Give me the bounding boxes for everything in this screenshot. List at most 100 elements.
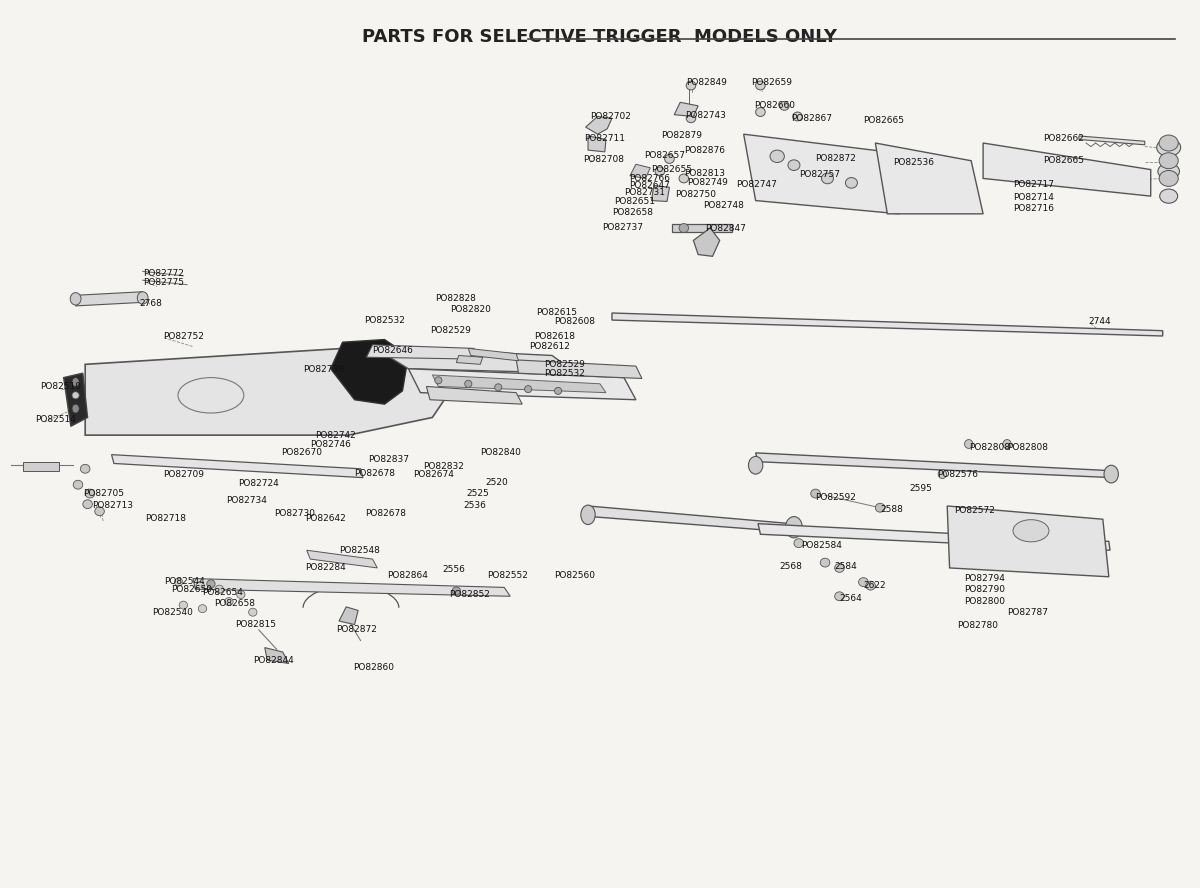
Polygon shape <box>947 506 1109 577</box>
Text: PO82708: PO82708 <box>583 155 624 164</box>
Polygon shape <box>432 375 606 392</box>
Polygon shape <box>112 455 362 478</box>
Polygon shape <box>758 524 1110 551</box>
Text: PO82794: PO82794 <box>964 574 1004 583</box>
Text: PO82536: PO82536 <box>893 158 935 167</box>
Text: 2564: 2564 <box>840 593 862 603</box>
Text: PO82860: PO82860 <box>353 662 395 671</box>
Ellipse shape <box>679 174 689 183</box>
Polygon shape <box>983 143 1151 196</box>
Ellipse shape <box>811 489 821 498</box>
Text: PO82572: PO82572 <box>954 506 995 515</box>
Text: PO82840: PO82840 <box>480 448 521 457</box>
Polygon shape <box>426 386 522 404</box>
Text: 2622: 2622 <box>863 581 886 591</box>
Text: PO82724: PO82724 <box>239 480 280 488</box>
Ellipse shape <box>434 377 442 384</box>
Polygon shape <box>630 164 650 178</box>
Text: PO82713: PO82713 <box>92 502 133 511</box>
Ellipse shape <box>72 377 79 386</box>
Text: PO82576: PO82576 <box>937 470 979 479</box>
Text: 2536: 2536 <box>463 502 486 511</box>
Text: PO82828: PO82828 <box>434 294 475 304</box>
Text: PO82849: PO82849 <box>686 78 727 87</box>
Ellipse shape <box>236 591 245 599</box>
Text: PO82670: PO82670 <box>282 448 323 457</box>
Text: PO82678: PO82678 <box>354 469 396 478</box>
Text: PO82647: PO82647 <box>629 181 670 190</box>
Text: PO82532: PO82532 <box>544 369 584 377</box>
Ellipse shape <box>794 539 804 548</box>
Ellipse shape <box>71 293 82 305</box>
Ellipse shape <box>780 101 790 110</box>
Text: PO82654: PO82654 <box>203 588 244 598</box>
Ellipse shape <box>665 155 674 163</box>
Text: 2584: 2584 <box>835 562 858 571</box>
Text: 2520: 2520 <box>485 479 508 488</box>
Ellipse shape <box>756 81 766 90</box>
Ellipse shape <box>1159 189 1177 203</box>
Ellipse shape <box>494 384 502 391</box>
Ellipse shape <box>73 480 83 489</box>
Text: 2768: 2768 <box>139 298 162 308</box>
Text: PO82749: PO82749 <box>688 178 728 187</box>
Polygon shape <box>408 369 636 400</box>
Polygon shape <box>588 136 606 152</box>
Text: 2744: 2744 <box>1088 317 1111 326</box>
Text: PO82837: PO82837 <box>367 456 409 464</box>
Text: PO82832: PO82832 <box>422 462 463 471</box>
Text: PO82711: PO82711 <box>584 134 625 143</box>
Polygon shape <box>756 453 1112 478</box>
Ellipse shape <box>875 503 884 512</box>
Ellipse shape <box>137 292 148 304</box>
Text: PO82718: PO82718 <box>145 514 186 523</box>
Text: PO82844: PO82844 <box>253 656 294 665</box>
Ellipse shape <box>749 456 763 474</box>
Text: PO82662: PO82662 <box>1043 134 1084 143</box>
Text: PO82813: PO82813 <box>684 169 725 178</box>
Text: PO82532: PO82532 <box>364 315 406 325</box>
Polygon shape <box>85 346 456 435</box>
Ellipse shape <box>679 224 689 233</box>
Text: PO82655: PO82655 <box>652 165 692 174</box>
Ellipse shape <box>179 601 187 609</box>
Text: PO82674: PO82674 <box>413 471 454 480</box>
Text: PO82650: PO82650 <box>172 584 212 594</box>
Ellipse shape <box>756 107 766 116</box>
Ellipse shape <box>655 167 665 176</box>
Text: 2595: 2595 <box>908 484 931 493</box>
Text: PO82642: PO82642 <box>306 514 347 523</box>
Text: PO82730: PO82730 <box>275 509 316 518</box>
Text: PO82864: PO82864 <box>386 570 427 580</box>
Text: PO82748: PO82748 <box>703 202 744 210</box>
Ellipse shape <box>178 377 244 413</box>
Text: PO82820: PO82820 <box>450 305 491 314</box>
Ellipse shape <box>174 578 182 586</box>
Text: PO82284: PO82284 <box>306 563 347 573</box>
Polygon shape <box>744 134 899 214</box>
Polygon shape <box>674 102 698 116</box>
Text: PO82808: PO82808 <box>1007 443 1048 452</box>
Ellipse shape <box>1159 135 1178 151</box>
Text: PO82548: PO82548 <box>340 546 380 555</box>
Text: PO82608: PO82608 <box>554 317 595 326</box>
Ellipse shape <box>95 507 104 516</box>
Text: PO82717: PO82717 <box>1013 180 1054 189</box>
Ellipse shape <box>206 580 215 588</box>
Text: 2588: 2588 <box>880 505 904 514</box>
Text: PO82876: PO82876 <box>684 146 725 155</box>
Text: PO82847: PO82847 <box>706 224 746 233</box>
Ellipse shape <box>786 517 803 538</box>
Text: PO82615: PO82615 <box>536 308 577 318</box>
Text: PO82808: PO82808 <box>968 443 1009 452</box>
Ellipse shape <box>72 404 79 413</box>
Text: PO82766: PO82766 <box>629 174 670 183</box>
Text: PO82529: PO82529 <box>430 326 470 335</box>
Polygon shape <box>516 360 642 378</box>
Text: PO82618: PO82618 <box>534 331 575 340</box>
Ellipse shape <box>80 464 90 473</box>
Text: PO82731: PO82731 <box>624 188 665 197</box>
Polygon shape <box>456 355 482 364</box>
Text: PO82702: PO82702 <box>590 112 631 121</box>
Polygon shape <box>586 116 612 134</box>
